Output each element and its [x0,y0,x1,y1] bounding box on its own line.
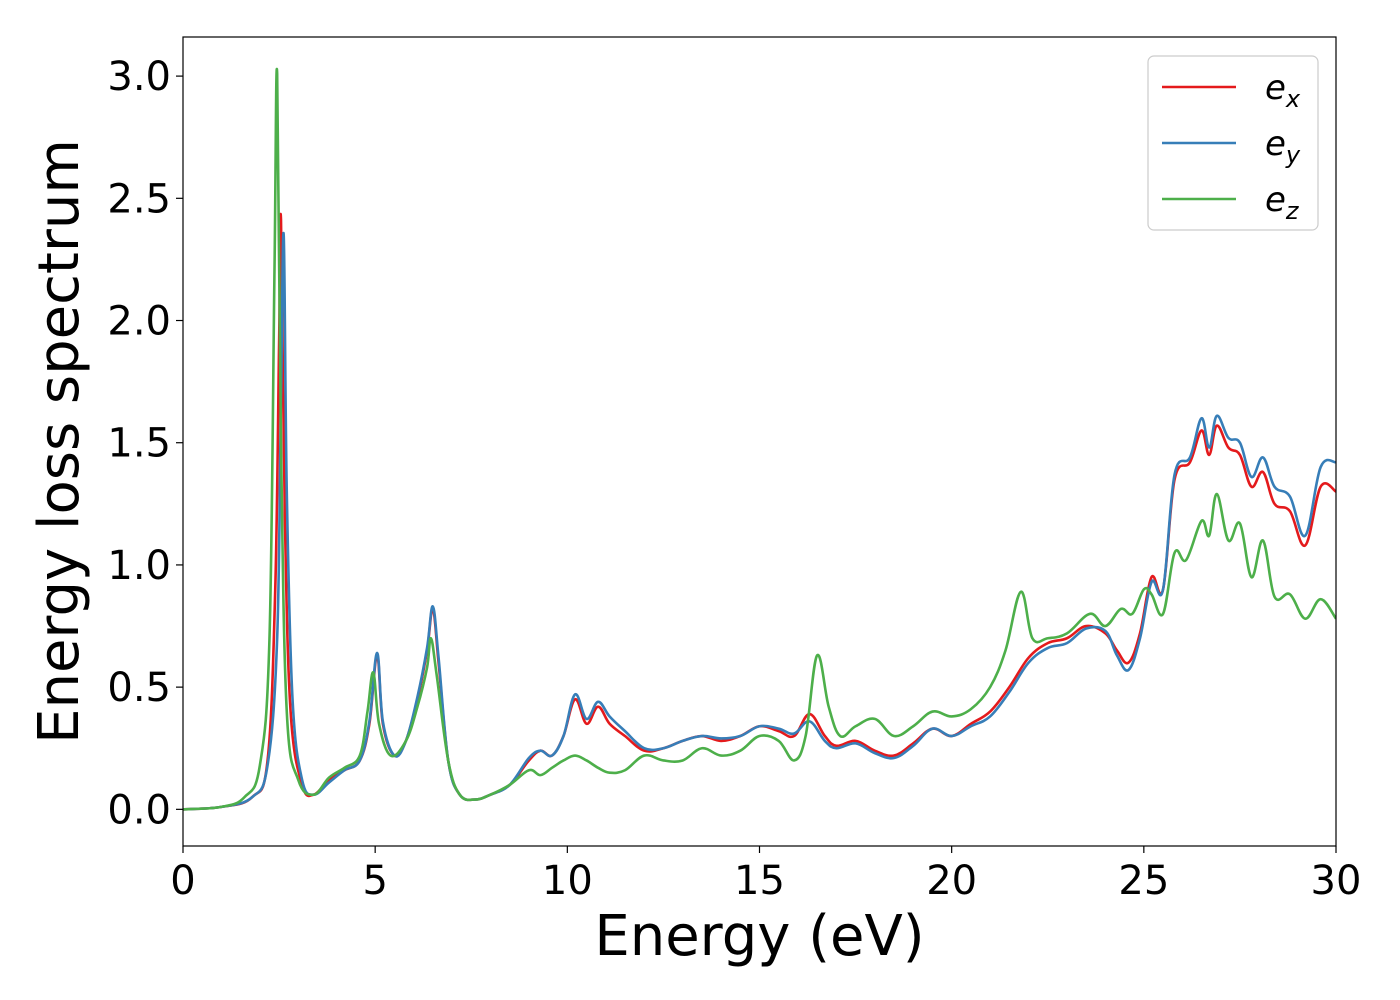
y-tick-label: 2.0 [107,299,171,345]
series-line-e-z [183,67,1336,811]
plot-background [183,37,1336,846]
x-tick-label: 5 [362,858,387,904]
x-tick-label: 10 [542,858,593,904]
x-tick-label: 30 [1311,858,1362,904]
y-axis-title: Energy loss spectrum [27,139,92,744]
legend-label: ey [1265,124,1301,169]
legend-label: ez [1265,180,1300,225]
y-tick-label: 0.5 [107,665,171,711]
y-tick-label: 2.5 [107,176,171,222]
x-tick-label: 15 [734,858,785,904]
x-axis-title: Energy (eV) [594,904,924,969]
legend: ex ey ez [1147,55,1319,231]
x-tick-label: 0 [170,858,195,904]
series-layer [183,67,1336,811]
x-tick-label: 25 [1118,858,1169,904]
plot-area [183,37,1336,846]
y-tick-label: 0.0 [107,787,171,833]
y-tick-label: 1.0 [107,543,171,589]
series-line-e-y [183,231,1336,811]
x-tick-label: 20 [926,858,977,904]
y-tick-label: 3.0 [107,54,171,100]
axes-layer: 0 5 10 15 20 25 30 0.0 0.5 1.0 1.5 2.0 2.5 3.0 [107,36,1362,904]
legend-label: ex [1265,68,1301,113]
y-tick-label: 1.5 [107,421,171,467]
